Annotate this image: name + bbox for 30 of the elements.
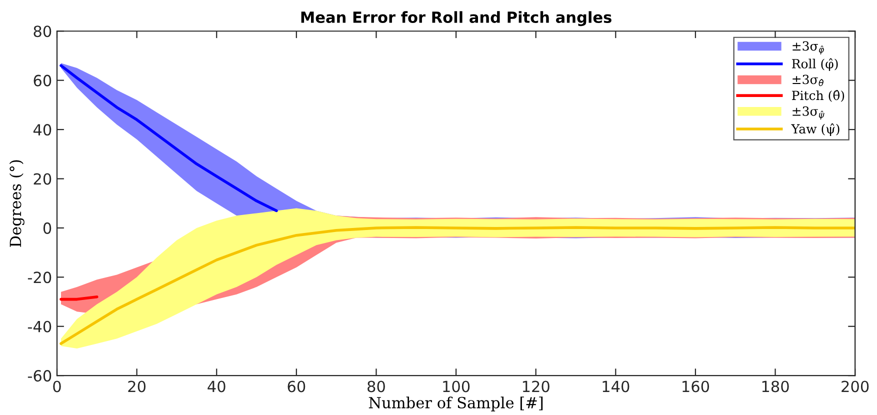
y-axis-title: Degrees (°) [9, 160, 24, 247]
x-tick-label: 200 [842, 380, 869, 392]
x-tick-label: 80 [368, 380, 385, 392]
line-series [60, 226, 856, 345]
y-tick-label: 40 [33, 124, 52, 136]
y-tick-label: 0 [43, 222, 52, 234]
x-axis-title: Number of Sample [#] [368, 396, 543, 412]
x-tick-label: 60 [288, 380, 306, 392]
x-tick-label: 100 [443, 380, 470, 392]
legend-label: Yaw (ψ̂) [791, 123, 840, 136]
y-tick-label: -20 [28, 272, 52, 284]
y-tick-label: 80 [34, 26, 52, 38]
x-tick-label: 40 [208, 380, 226, 392]
legend-label: Pitch (θ̂) [792, 90, 844, 102]
legend-label: ±3σ$_{φ̂}$ [792, 41, 824, 54]
x-tick-label: 0 [53, 380, 61, 392]
x-tick-label: 120 [522, 380, 550, 392]
y-tick-label: 20 [34, 173, 52, 185]
legend-label: ±3σ$_{θ̂}$ [792, 74, 824, 86]
x-tick-label: 180 [762, 380, 789, 392]
chart-title: Mean Error for Roll and Pitch angles [301, 11, 612, 26]
legend-label: Roll (φ̂) [792, 58, 838, 71]
x-tick-label: 20 [128, 380, 146, 392]
y-tick-label: -40 [28, 320, 52, 332]
y-tick-label: -60 [28, 370, 52, 382]
x-tick-label: 160 [682, 380, 710, 392]
line-series [60, 64, 278, 212]
x-tick-label: 140 [602, 380, 630, 392]
legend-label: ±3σ$_{ψ̂}$ [792, 106, 824, 120]
y-tick-label: 60 [34, 74, 52, 86]
